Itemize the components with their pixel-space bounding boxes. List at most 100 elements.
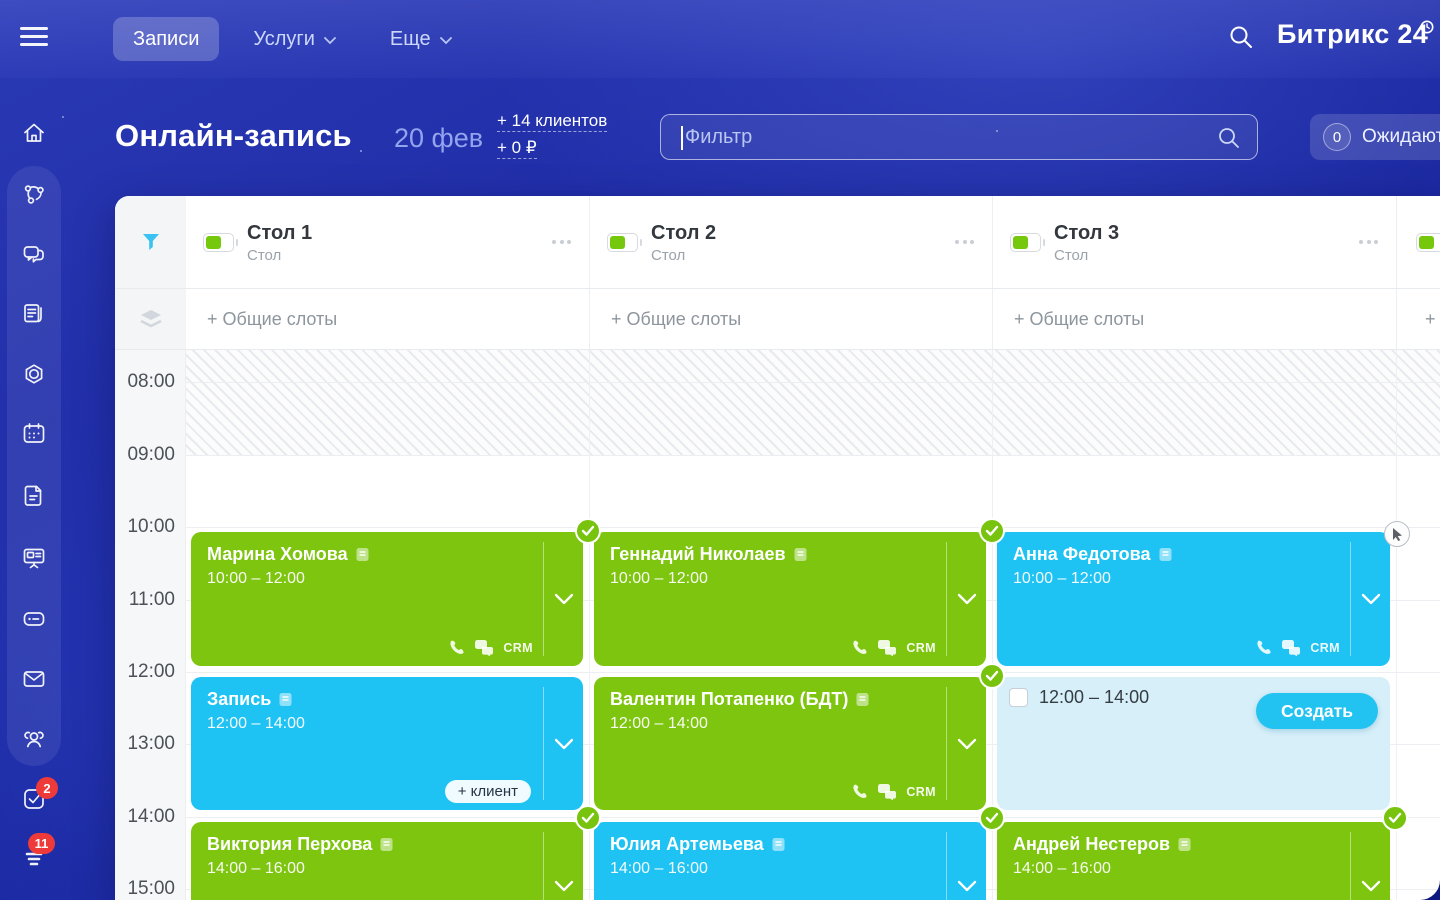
crm-actions[interactable]: CRM bbox=[851, 783, 936, 800]
resource-column-header[interactable]: Стол 3 Стол bbox=[992, 196, 1396, 288]
chevron-down-icon bbox=[324, 36, 336, 44]
global-search-icon[interactable] bbox=[1228, 24, 1254, 55]
event-expand-control[interactable] bbox=[543, 687, 583, 800]
note-icon bbox=[856, 693, 869, 706]
event-time: 10:00 – 12:00 bbox=[610, 570, 708, 587]
resource-column-header[interactable]: Стол 2 Стол bbox=[589, 196, 992, 288]
availability-toggle-icon[interactable] bbox=[1010, 232, 1045, 252]
event-name: Марина Хомова bbox=[207, 544, 348, 564]
sidebar-item-services[interactable] bbox=[17, 358, 51, 392]
sidebar-item-feed[interactable] bbox=[17, 297, 51, 331]
resource-column-header[interactable]: Стол 1 Стол bbox=[186, 196, 589, 288]
sidebar-item-sites[interactable] bbox=[17, 541, 51, 575]
resource-column-header-partial[interactable] bbox=[1396, 196, 1440, 288]
event-expand-control[interactable] bbox=[946, 542, 986, 656]
confirmed-check-icon bbox=[1382, 805, 1408, 831]
sidebar-item-activity-stream[interactable] bbox=[17, 842, 51, 876]
column-title: Стол 1 bbox=[247, 221, 313, 244]
sidebar-item-home[interactable] bbox=[17, 116, 51, 150]
filter-input[interactable] bbox=[661, 115, 1257, 159]
sidebar-item-documents[interactable] bbox=[17, 479, 51, 513]
tab-eshche[interactable]: Еще bbox=[370, 17, 472, 61]
menu-hamburger-icon[interactable] bbox=[20, 27, 48, 49]
clients-count-link[interactable]: + 14 клиентов bbox=[497, 111, 608, 132]
crm-actions[interactable]: CRM bbox=[1255, 639, 1340, 656]
tab-zapisi[interactable]: Записи bbox=[113, 17, 220, 61]
shared-slots-label: + Общие слоты bbox=[207, 308, 338, 329]
event-card[interactable]: Запись 12:00 – 14:00 + клиент bbox=[191, 677, 583, 810]
calendar-icon bbox=[23, 423, 45, 443]
slot-checkbox[interactable] bbox=[1009, 688, 1028, 707]
shared-slots-label: + Общие слоты bbox=[611, 308, 742, 329]
tab-label: Еще bbox=[389, 27, 431, 50]
sidebar-item-drive[interactable] bbox=[17, 602, 51, 636]
add-shared-slots-partial[interactable]: + bbox=[1396, 289, 1440, 349]
crm-actions[interactable]: CRM bbox=[448, 639, 533, 656]
chat-icon[interactable] bbox=[877, 639, 897, 656]
phone-icon[interactable] bbox=[448, 639, 465, 656]
sidebar-item-mail[interactable] bbox=[17, 662, 51, 696]
event-expand-control[interactable] bbox=[946, 687, 986, 800]
event-card[interactable]: Виктория Перхова 14:00 – 16:00 bbox=[191, 822, 583, 900]
time-label: 12:00 bbox=[127, 661, 175, 682]
chevron-down-icon bbox=[554, 593, 573, 605]
free-slot[interactable]: 12:00 – 14:00 Создать bbox=[997, 677, 1390, 810]
phone-icon[interactable] bbox=[1255, 639, 1272, 656]
sidebar-item-network[interactable] bbox=[17, 177, 51, 211]
create-booking-button[interactable]: Создать bbox=[1256, 693, 1378, 729]
date-selector[interactable]: 20 фев bbox=[394, 123, 484, 153]
event-expand-control[interactable] bbox=[543, 832, 583, 900]
tab-uslugi[interactable]: Услуги bbox=[233, 17, 356, 61]
time-grid[interactable]: 08:00 09:00 10:00 11:00 12:00 13:00 14:0… bbox=[115, 350, 1440, 900]
phone-icon[interactable] bbox=[851, 783, 868, 800]
news-feed-icon bbox=[24, 304, 42, 323]
filter-gutter-cell[interactable] bbox=[115, 196, 186, 288]
chat-icon[interactable] bbox=[474, 639, 494, 656]
chevron-down-icon bbox=[957, 738, 976, 749]
availability-toggle-icon[interactable] bbox=[607, 232, 642, 252]
event-time: 14:00 – 16:00 bbox=[1013, 860, 1111, 877]
availability-toggle-icon[interactable] bbox=[1416, 232, 1440, 252]
time-label: 15:00 bbox=[127, 878, 175, 899]
event-card[interactable]: Анна Федотова 10:00 – 12:00 CRM bbox=[997, 532, 1390, 666]
hexagon-nut-icon bbox=[25, 364, 43, 384]
event-expand-control[interactable] bbox=[1350, 542, 1390, 656]
add-shared-slots[interactable]: + Общие слоты bbox=[992, 289, 1396, 349]
time-label: 14:00 bbox=[127, 806, 175, 827]
add-shared-slots[interactable]: + Общие слоты bbox=[186, 289, 589, 349]
event-expand-control[interactable] bbox=[543, 542, 583, 656]
sidebar-item-clients[interactable] bbox=[17, 722, 51, 756]
event-card[interactable]: Юлия Артемьева 14:00 – 16:00 bbox=[594, 822, 986, 900]
hour-line bbox=[186, 455, 1440, 456]
revenue-link[interactable]: + 0 ₽ bbox=[497, 138, 537, 159]
note-icon bbox=[356, 548, 369, 561]
note-icon bbox=[772, 838, 785, 851]
event-expand-control[interactable] bbox=[1350, 832, 1390, 900]
add-client-button[interactable]: + клиент bbox=[444, 780, 531, 803]
event-card[interactable]: Геннадий Николаев 10:00 – 12:00 CRM bbox=[594, 532, 986, 666]
sidebar-item-tasks[interactable] bbox=[17, 782, 51, 816]
chat-icon[interactable] bbox=[1281, 639, 1301, 656]
event-card[interactable]: Андрей Нестеров 14:00 – 16:00 bbox=[997, 822, 1390, 900]
sidebar-active-group bbox=[7, 166, 61, 766]
add-shared-slots[interactable]: + Общие слоты bbox=[589, 289, 992, 349]
crm-actions[interactable]: CRM bbox=[851, 639, 936, 656]
chat-icon[interactable] bbox=[877, 783, 897, 800]
event-card[interactable]: Марина Хомова 10:00 – 12:00 CRM bbox=[191, 532, 583, 666]
sidebar-item-calendar[interactable] bbox=[17, 417, 51, 451]
column-menu-icon[interactable] bbox=[955, 240, 992, 244]
waiting-list-button[interactable]: 0 Ожидают bbox=[1310, 114, 1440, 160]
availability-toggle-icon[interactable] bbox=[203, 232, 238, 252]
phone-icon[interactable] bbox=[851, 639, 868, 656]
sidebar-item-chats[interactable] bbox=[17, 238, 51, 272]
event-card[interactable]: Валентин Потапенко (БДТ) 12:00 – 14:00 C… bbox=[594, 677, 986, 810]
crm-label: CRM bbox=[906, 784, 936, 799]
tab-label: Услуги bbox=[253, 27, 315, 50]
column-menu-icon[interactable] bbox=[1359, 240, 1396, 244]
filter-search-icon[interactable] bbox=[1217, 126, 1241, 155]
column-divider bbox=[1396, 350, 1397, 900]
event-expand-control[interactable] bbox=[946, 832, 986, 900]
layers-gutter-cell[interactable] bbox=[115, 289, 186, 349]
column-menu-icon[interactable] bbox=[552, 240, 589, 244]
time-label: 11:00 bbox=[128, 589, 175, 610]
